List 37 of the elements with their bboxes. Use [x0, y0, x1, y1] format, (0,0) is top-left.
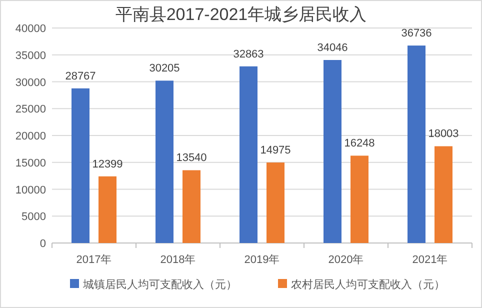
y-tick-label: 5000: [22, 211, 46, 224]
y-tick-label: 40000: [15, 23, 46, 35]
legend-label: 农村居民人均可支配收入（元）: [291, 278, 445, 291]
bar: [408, 46, 426, 243]
data-label: 16248: [344, 138, 375, 150]
data-label: 13540: [176, 152, 207, 164]
x-tick-label: 2019年: [244, 254, 280, 266]
x-tick-label: 2021年: [412, 254, 448, 266]
y-tick-label: 0: [40, 238, 46, 250]
bar: [156, 80, 174, 243]
bar: [72, 88, 90, 243]
chart-title: 平南县2017-2021年城乡居民收入: [115, 5, 367, 24]
x-tick-label: 2020年: [328, 254, 364, 266]
bar: [266, 162, 284, 243]
bar: [182, 170, 200, 243]
bar: [240, 66, 258, 243]
data-label: 34046: [317, 42, 348, 54]
bar: [324, 60, 342, 243]
y-tick-label: 10000: [15, 184, 46, 196]
y-tick-label: 15000: [15, 157, 46, 170]
legend-label: 城镇居民人均可支配收入（元）: [82, 278, 237, 291]
y-tick-label: 20000: [15, 130, 46, 142]
y-tick-label: 35000: [15, 50, 46, 62]
data-label: 14975: [260, 144, 291, 157]
data-label: 18003: [428, 128, 459, 140]
x-tick-label: 2018年: [160, 254, 196, 266]
bar: [350, 156, 368, 243]
data-label: 30205: [149, 62, 180, 75]
data-label: 12399: [92, 158, 123, 170]
x-tick-label: 2017年: [76, 254, 112, 266]
bar: [434, 146, 452, 243]
y-tick-label: 30000: [15, 76, 46, 89]
bar: [98, 176, 116, 243]
y-tick-label: 25000: [15, 104, 46, 116]
data-label: 32863: [233, 48, 264, 60]
data-label: 28767: [65, 70, 96, 82]
data-label: 36736: [401, 28, 432, 40]
